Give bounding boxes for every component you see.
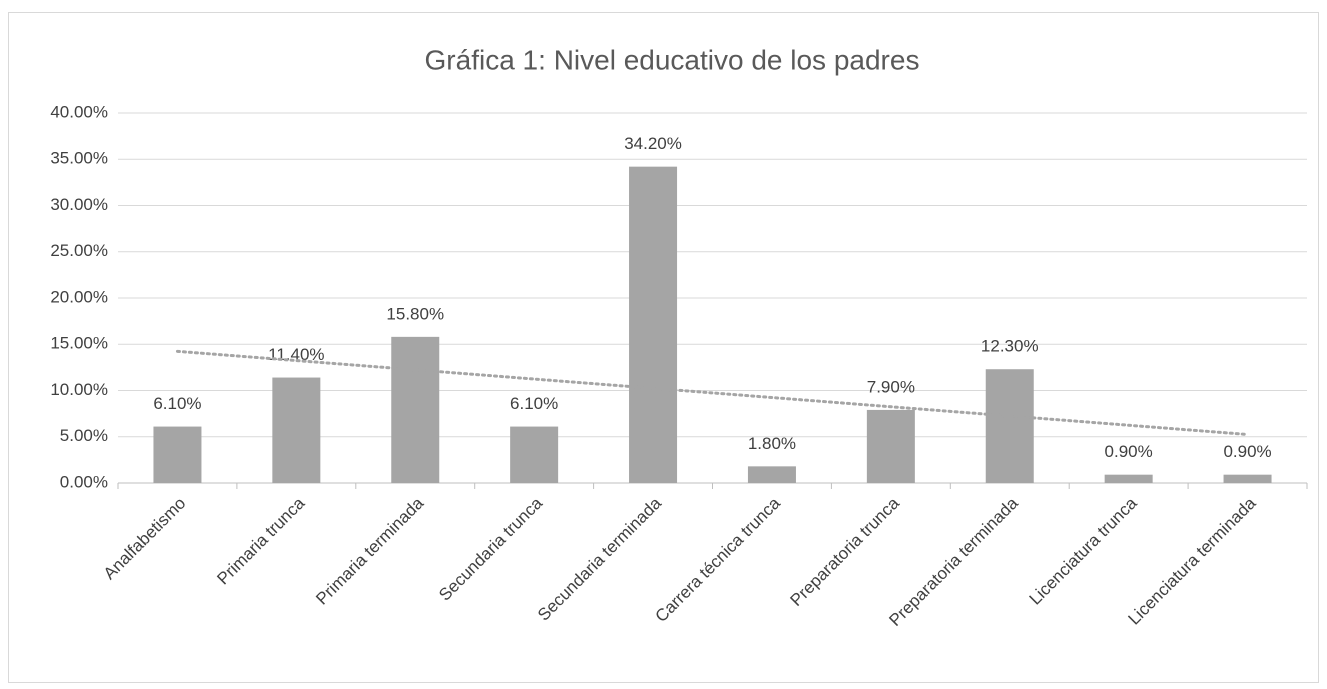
- bar: [510, 426, 559, 483]
- y-tick-label: 5.00%: [60, 426, 108, 445]
- data-label: 0.90%: [1105, 442, 1153, 461]
- chart-title: Gráfica 1: Nivel educativo de los padres: [425, 44, 920, 75]
- bar: [272, 377, 321, 483]
- data-label: 12.30%: [981, 337, 1039, 356]
- y-tick-label: 15.00%: [50, 334, 108, 353]
- bar: [985, 369, 1034, 483]
- bar: [629, 166, 678, 483]
- bar: [747, 466, 796, 483]
- data-label: 0.90%: [1223, 442, 1271, 461]
- bar: [391, 336, 440, 483]
- data-label: 1.80%: [748, 434, 796, 453]
- data-label: 34.20%: [624, 134, 682, 153]
- y-tick-label: 25.00%: [50, 241, 108, 260]
- bar: [153, 426, 202, 483]
- y-tick-label: 0.00%: [60, 472, 108, 491]
- bar: [1223, 474, 1272, 483]
- y-tick-label: 10.00%: [50, 380, 108, 399]
- data-label: 15.80%: [386, 304, 444, 323]
- y-tick-label: 35.00%: [50, 149, 108, 168]
- data-label: 7.90%: [867, 377, 915, 396]
- data-label: 6.10%: [153, 394, 201, 413]
- trendline: [175, 349, 1250, 436]
- y-tick-label: 20.00%: [50, 287, 108, 306]
- data-label: 6.10%: [510, 394, 558, 413]
- y-tick-label: 30.00%: [50, 195, 108, 214]
- y-tick-label: 40.00%: [50, 102, 108, 121]
- bar: [866, 409, 915, 483]
- bar: [1104, 474, 1153, 483]
